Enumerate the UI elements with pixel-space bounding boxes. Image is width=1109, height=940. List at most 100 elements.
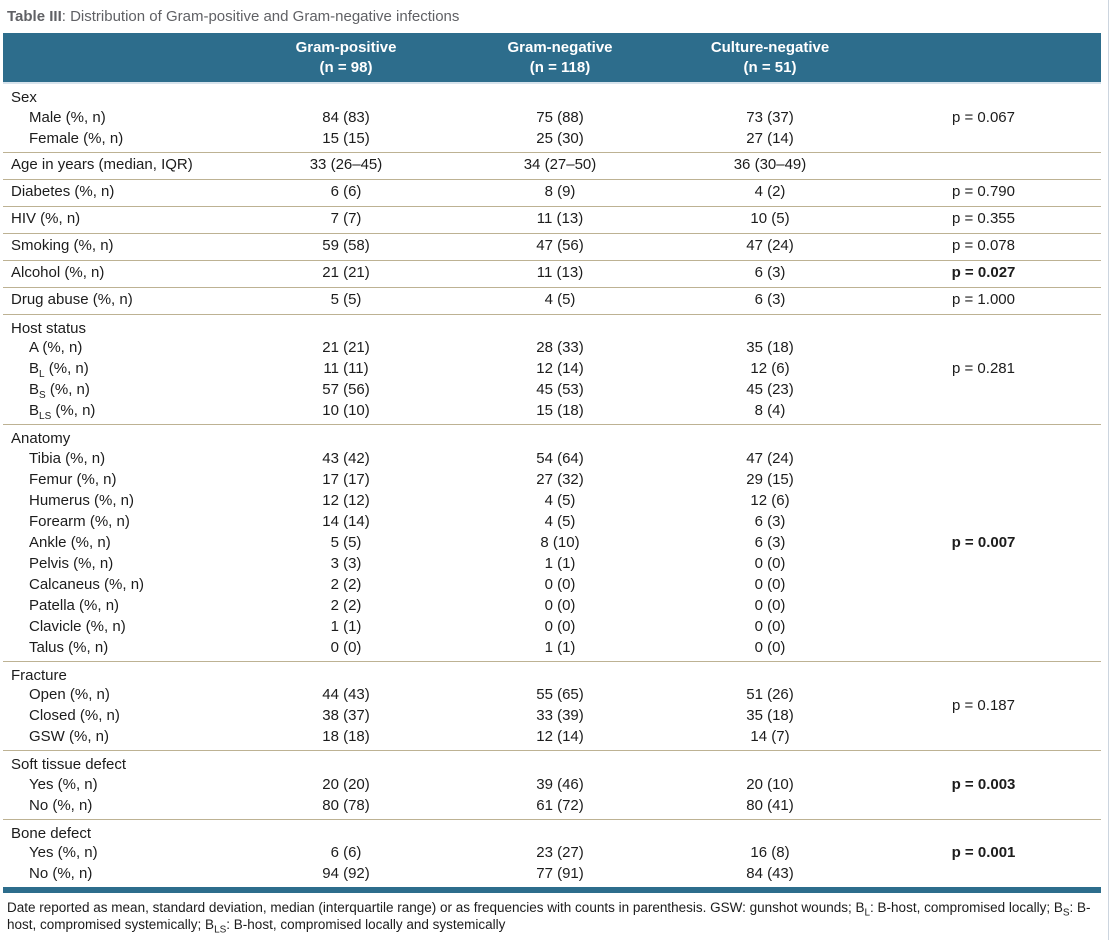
row-label: Alcohol (%, n) (11, 264, 105, 281)
table-row: HIV (%, n) 7 (7) 11 (13) 10 (5) p = 0.355 (3, 206, 1101, 233)
cell-culture-negative: 47 (24) (746, 449, 794, 467)
row-label: BS (%, n) (29, 381, 90, 401)
table-row: Open (%, n) 44 (43) 55 (65) 51 (26) p = 0.18… (3, 685, 1101, 714)
table-row: BLS (%, n) 10 (10) 15 (18) 8 (4) (3, 401, 1101, 425)
cell-gram-positive: 21 (21) (322, 264, 370, 281)
cell-gram-positive: 17 (17) (322, 470, 370, 488)
table-row: A (%, n) 21 (21) 28 (33) 35 (18) (3, 338, 1101, 359)
column-n-count: (n = 51) (743, 59, 797, 76)
distribution-table: Gram-positive (n = 98) Gram-negative (n = 1… (3, 33, 1101, 887)
row-label: Pelvis (%, n) (29, 554, 114, 572)
cell-gram-negative: 25 (30) (536, 129, 584, 147)
section-label: Anatomy (11, 430, 71, 447)
row-label: BL (%, n) (29, 360, 89, 380)
table-row: Male (%, n) 84 (83) 75 (88) 73 (37) p = 0.06… (3, 107, 1101, 128)
cell-gram-positive: 84 (83) (322, 108, 370, 126)
cell-gram-positive: 2 (2) (330, 596, 362, 614)
row-label: Drug abuse (%, n) (11, 291, 133, 308)
p-value-empty (866, 616, 1101, 637)
row-label: No (%, n) (29, 796, 93, 814)
cell-gram-positive: 94 (92) (322, 865, 370, 882)
row-label: Patella (%, n) (29, 596, 120, 614)
p-value-empty (866, 380, 1101, 401)
cell-gram-negative: 61 (72) (536, 796, 584, 814)
table-row: Pelvis (%, n) 3 (3) 1 (1) 0 (0) (3, 553, 1101, 574)
p-value-empty (866, 511, 1101, 532)
cell-culture-negative: 45 (23) (746, 381, 794, 398)
cell-gram-negative: 12 (14) (536, 728, 584, 745)
table-row: Yes (%, n) 20 (20) 39 (46) 20 (10) p = 0.003 (3, 774, 1101, 795)
p-value: p = 0.078 (952, 237, 1015, 254)
cell-gram-negative: 4 (5) (544, 491, 576, 509)
section-label: Sex (11, 89, 37, 106)
row-label: Diabetes (%, n) (11, 183, 115, 200)
cell-gram-negative: 55 (65) (536, 686, 584, 703)
row-label: Humerus (%, n) (29, 491, 135, 509)
p-value-empty (866, 864, 1101, 888)
cell-culture-negative: 29 (15) (746, 470, 794, 488)
table-row: Age in years (median, IQR) 33 (26–45) 34 (… (3, 152, 1101, 179)
cell-gram-positive: 5 (5) (330, 533, 362, 551)
table-title: Table III: Distribution of Gram-positive… (3, 7, 1102, 33)
p-value-empty (866, 637, 1101, 661)
cell-gram-positive: 18 (18) (322, 728, 370, 745)
cell-gram-negative: 1 (1) (544, 638, 576, 656)
cell-gram-negative: 8 (10) (540, 533, 580, 551)
row-label: No (%, n) (29, 865, 93, 882)
table-row: Tibia (%, n) 43 (42) 54 (64) 47 (24) (3, 448, 1101, 469)
row-label: Clavicle (%, n) (29, 617, 126, 635)
cell-gram-negative: 11 (13) (536, 210, 584, 227)
cell-culture-negative: 10 (5) (750, 210, 790, 227)
section-label: Bone defect (11, 824, 92, 842)
p-value-empty (866, 401, 1101, 425)
p-value: p = 0.027 (951, 264, 1016, 281)
column-header-culture-negative: Culture-negative (n = 51) (674, 33, 866, 84)
row-label: Smoking (%, n) (11, 237, 114, 254)
p-value: p = 0.355 (952, 210, 1015, 227)
row-label: Age in years (median, IQR) (11, 156, 193, 173)
cell-gram-positive: 0 (0) (330, 638, 362, 656)
column-header-gram-positive: Gram-positive (n = 98) (246, 33, 446, 84)
table-bottom-rule (3, 887, 1101, 893)
section-label: Fracture (11, 666, 67, 684)
p-value: p = 0.281 (952, 360, 1015, 377)
column-header-measure (3, 33, 246, 84)
row-label: HIV (%, n) (11, 210, 81, 227)
cell-culture-negative: 14 (7) (750, 728, 790, 745)
row-label: Talus (%, n) (29, 638, 109, 656)
column-header-pvalue (866, 33, 1101, 84)
column-n-count: (n = 118) (529, 59, 591, 76)
row-label: Calcaneus (%, n) (29, 575, 145, 593)
cell-culture-negative: 0 (0) (754, 554, 786, 572)
cell-gram-positive: 12 (12) (322, 491, 370, 509)
p-value-empty (866, 553, 1101, 574)
cell-gram-negative: 0 (0) (544, 575, 576, 593)
cell-gram-positive: 10 (10) (322, 402, 370, 419)
table-row: Calcaneus (%, n) 2 (2) 0 (0) 0 (0) (3, 574, 1101, 595)
table-row: Closed (%, n) 38 (37) 33 (39) 35 (18) (3, 706, 1101, 727)
row-label: Ankle (%, n) (29, 533, 111, 551)
cell-gram-positive: 15 (15) (322, 129, 370, 147)
table-row: BL (%, n) 11 (11) 12 (14) 12 (6) p = 0.281 (3, 359, 1101, 380)
cell-culture-negative: 12 (6) (750, 491, 790, 509)
table-row: Alcohol (%, n) 21 (21) 11 (13) 6 (3) p = 0.0… (3, 260, 1101, 287)
p-value: p = 0.067 (952, 108, 1015, 126)
cell-gram-negative: 33 (39) (536, 707, 584, 724)
section-header-row: Host status (3, 314, 1101, 338)
row-label: Closed (%, n) (29, 707, 120, 724)
section-header-row: Anatomy (3, 425, 1101, 449)
cell-gram-positive: 11 (11) (323, 360, 369, 377)
cell-gram-negative: 34 (27–50) (523, 156, 597, 173)
cell-gram-positive: 44 (43) (322, 686, 370, 703)
row-label: Open (%, n) (29, 686, 110, 703)
row-label: BLS (%, n) (29, 402, 96, 422)
table-row: Diabetes (%, n) 6 (6) 8 (9) 4 (2) p = 0.790 (3, 179, 1101, 206)
column-name: Culture-negative (710, 39, 830, 56)
cell-gram-positive: 38 (37) (322, 707, 370, 724)
cell-gram-negative: 47 (56) (536, 237, 584, 254)
cell-gram-positive: 20 (20) (322, 775, 370, 793)
table-section: Alcohol (%, n) 21 (21) 11 (13) 6 (3) p = 0.0… (3, 260, 1101, 287)
table-row: Humerus (%, n) 12 (12) 4 (5) 12 (6) (3, 490, 1101, 511)
cell-gram-negative: 77 (91) (536, 865, 584, 882)
p-value-empty (866, 448, 1101, 469)
